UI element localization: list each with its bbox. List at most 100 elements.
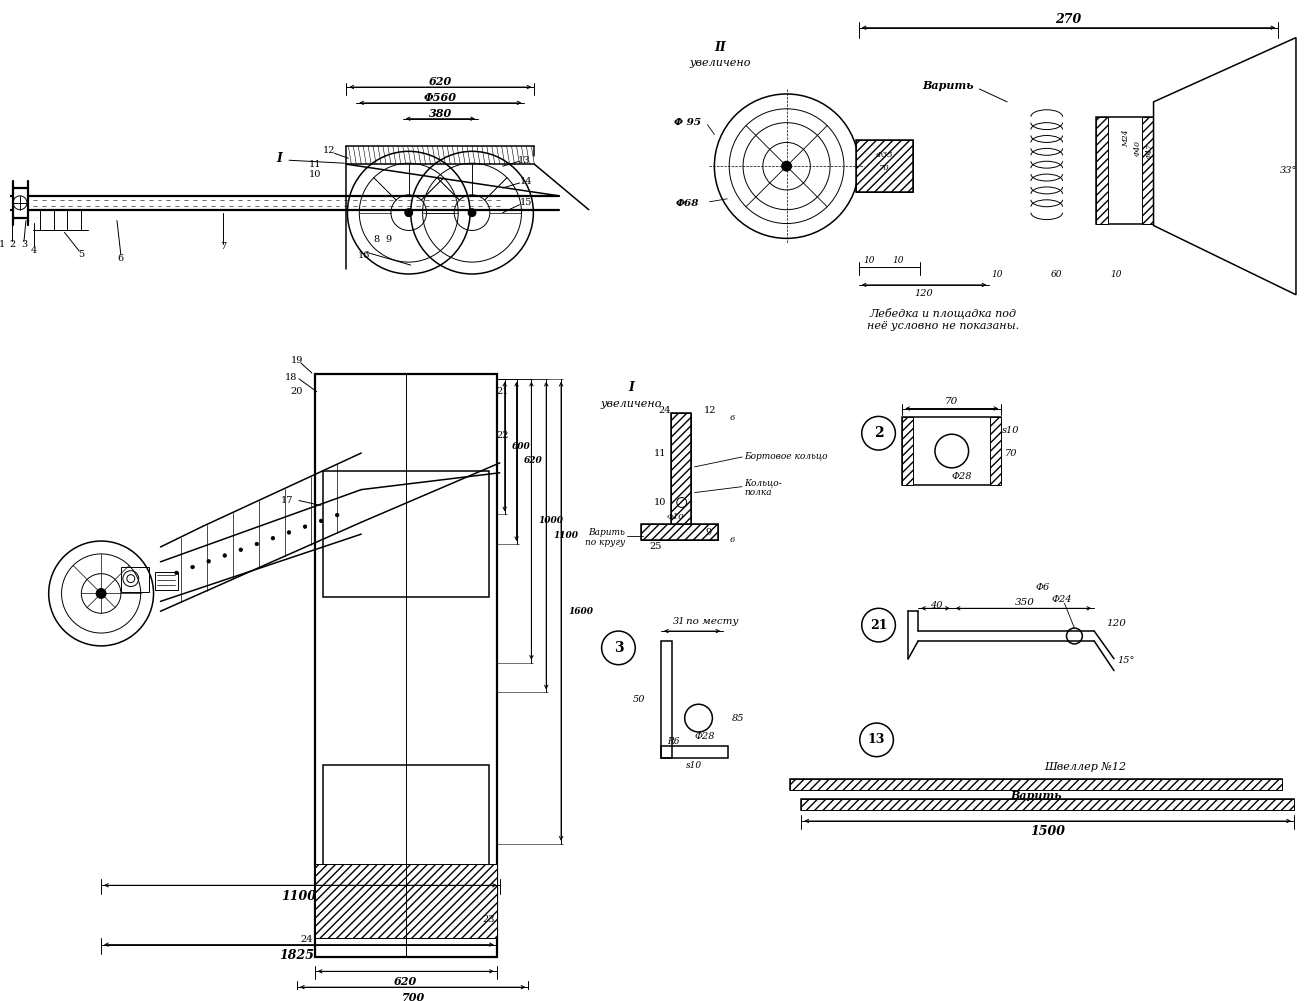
Bar: [641, 525, 718, 541]
Text: 24: 24: [301, 935, 313, 944]
Text: 9: 9: [385, 235, 391, 244]
Text: 2: 2: [9, 240, 16, 249]
Bar: [903, 417, 913, 484]
Text: 60: 60: [1050, 270, 1062, 279]
Bar: [790, 780, 1282, 791]
Text: Варить: Варить: [1010, 790, 1062, 801]
Text: полка: полка: [744, 488, 772, 497]
Text: 120: 120: [1107, 619, 1126, 628]
Text: 12: 12: [704, 406, 717, 415]
Text: 21: 21: [497, 387, 509, 396]
Bar: [802, 799, 1294, 810]
Text: 4: 4: [30, 246, 37, 254]
Text: Φ28: Φ28: [695, 733, 714, 742]
Text: 50: 50: [633, 695, 645, 704]
Text: Φ47: Φ47: [1146, 143, 1154, 159]
Text: 16: 16: [358, 250, 370, 259]
Text: 11: 11: [654, 448, 666, 457]
Text: Швеллер №12: Швеллер №12: [1044, 762, 1126, 772]
Text: 17: 17: [281, 495, 293, 505]
Text: 620: 620: [523, 456, 543, 465]
Text: Кольцо-: Кольцо-: [744, 478, 782, 487]
Text: 3: 3: [613, 641, 623, 655]
Text: 10: 10: [892, 255, 904, 264]
Circle shape: [319, 520, 323, 523]
Text: 14: 14: [521, 176, 532, 185]
Bar: [661, 746, 729, 758]
Bar: [315, 864, 497, 938]
Text: 6: 6: [730, 414, 735, 422]
Text: 22: 22: [497, 430, 509, 439]
Text: 85: 85: [732, 714, 744, 723]
Text: 1000: 1000: [539, 516, 564, 525]
Text: Φ68: Φ68: [676, 199, 700, 208]
Text: 600: 600: [511, 441, 530, 450]
Bar: [323, 765, 489, 891]
Text: Φ35: Φ35: [875, 151, 893, 159]
Text: 10: 10: [863, 255, 875, 264]
Circle shape: [335, 514, 339, 517]
Circle shape: [239, 548, 242, 552]
Bar: [802, 799, 1294, 810]
Circle shape: [468, 208, 476, 216]
Text: 10: 10: [991, 270, 1003, 279]
Text: 23: 23: [483, 915, 496, 924]
Bar: [671, 413, 691, 531]
Text: 70: 70: [946, 397, 959, 406]
Text: 1500: 1500: [1031, 826, 1065, 839]
Bar: [641, 525, 718, 541]
Text: 3: 3: [21, 240, 27, 249]
Circle shape: [303, 525, 307, 529]
Text: I: I: [276, 152, 283, 165]
Text: 7: 7: [220, 242, 226, 251]
Circle shape: [271, 537, 275, 540]
Bar: [855, 140, 913, 192]
Text: 40: 40: [930, 601, 942, 610]
Text: s10: s10: [685, 761, 701, 770]
Text: 5: 5: [78, 249, 85, 258]
Text: Φ24: Φ24: [1052, 595, 1071, 604]
Circle shape: [255, 543, 259, 546]
Text: Φ6: Φ6: [1036, 583, 1050, 592]
Text: 70: 70: [879, 164, 889, 172]
Circle shape: [222, 554, 226, 558]
Text: 270: 270: [1056, 13, 1082, 26]
Text: 700: 700: [402, 992, 425, 1001]
Text: 6: 6: [118, 253, 124, 262]
Text: 10: 10: [309, 169, 320, 178]
Circle shape: [207, 560, 211, 564]
Text: 70: 70: [1005, 448, 1018, 457]
Text: Варить: Варить: [922, 79, 973, 90]
Text: 15: 15: [521, 198, 532, 207]
Text: 6: 6: [730, 537, 735, 545]
Circle shape: [288, 531, 290, 535]
Text: 1: 1: [0, 240, 5, 249]
Text: 24: 24: [659, 406, 671, 415]
Text: Φ560: Φ560: [424, 92, 456, 103]
Circle shape: [175, 572, 178, 575]
Text: I: I: [628, 381, 634, 394]
Text: 10: 10: [1110, 270, 1122, 279]
Bar: [903, 417, 1001, 484]
Bar: [120, 567, 149, 593]
Text: 350: 350: [1015, 598, 1035, 607]
Text: 10: 10: [654, 497, 666, 507]
Text: по кругу: по кругу: [585, 538, 625, 547]
Text: 18: 18: [285, 373, 297, 382]
Text: 25: 25: [650, 543, 662, 552]
Text: увеличено: увеличено: [600, 398, 662, 408]
Text: по месту: по месту: [687, 617, 739, 626]
Text: 31: 31: [672, 617, 685, 626]
Text: M24: M24: [1122, 130, 1130, 147]
Text: 1100: 1100: [281, 890, 317, 903]
Text: Лебедка и площадка под: Лебедка и площадка под: [870, 308, 1016, 319]
Text: 8: 8: [373, 235, 379, 244]
Bar: [990, 417, 1001, 484]
Text: 380: 380: [429, 108, 453, 119]
Bar: [671, 413, 691, 531]
Text: 9: 9: [705, 528, 712, 537]
Bar: [1096, 117, 1108, 223]
Bar: [790, 780, 1282, 791]
Text: 21: 21: [870, 619, 887, 632]
Text: Варить: Варить: [589, 528, 625, 537]
